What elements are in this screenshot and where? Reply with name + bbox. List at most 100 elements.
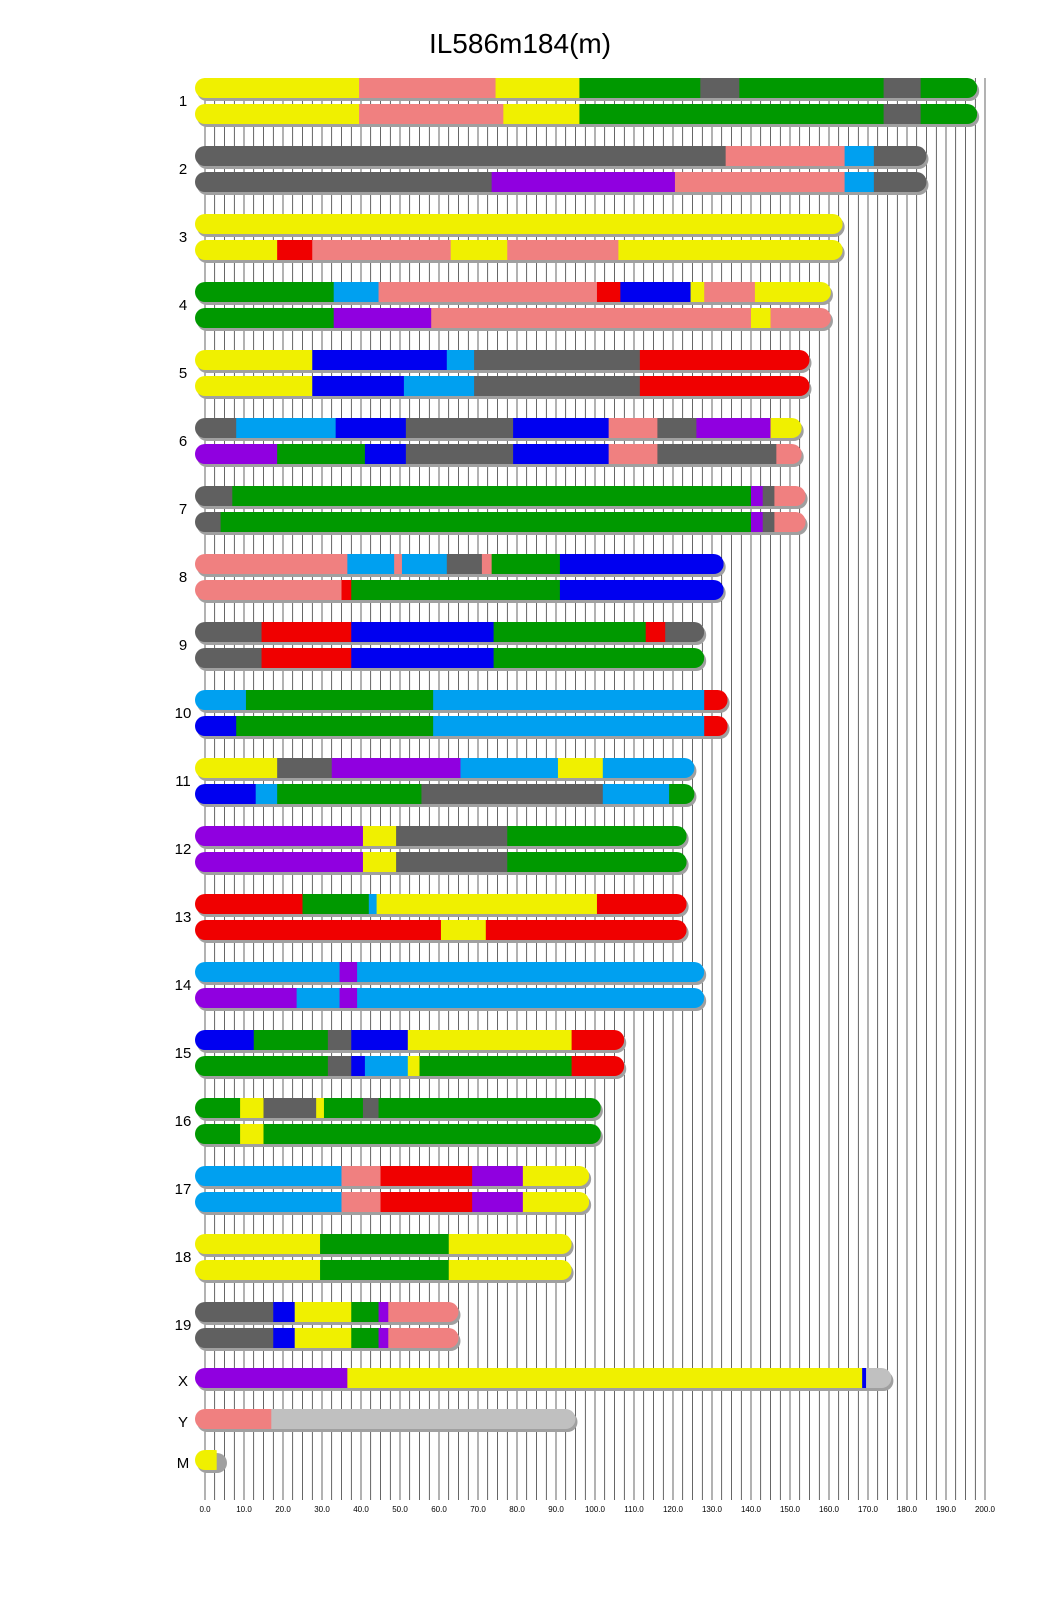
haplotype-segment (312, 240, 452, 260)
haplotype-segment (351, 1056, 366, 1076)
haplotype-segment (240, 1124, 264, 1144)
haplotype-segment (446, 350, 475, 370)
chromosome-15-haplotype-1 (195, 1030, 627, 1053)
tick-label: 0.0 (199, 1505, 211, 1514)
chromosome-1-haplotype-1 (195, 78, 980, 101)
haplotype-segment (491, 172, 676, 192)
haplotype-segment (844, 146, 875, 166)
tick-label: 180.0 (897, 1505, 918, 1514)
haplotype-segment (245, 690, 434, 710)
haplotype-segment (503, 104, 580, 124)
haplotype-segment (195, 1056, 329, 1076)
chromosome-M-haplotype-1 (195, 1450, 227, 1473)
chromosome-label: 13 (175, 909, 192, 926)
haplotype-segment (920, 78, 978, 98)
haplotype-segment (195, 146, 727, 166)
chromosome-19-haplotype-2 (195, 1328, 461, 1351)
haplotype-segment (351, 622, 495, 642)
figure-title: IL586m184(m) (428, 28, 612, 59)
haplotype-segment (700, 78, 740, 98)
haplotype-segment (333, 308, 432, 328)
haplotype-segment (394, 554, 403, 574)
haplotype-segment (195, 826, 364, 846)
haplotype-segment (378, 1098, 601, 1118)
haplotype-segment (378, 282, 598, 302)
tick-label: 80.0 (509, 1505, 525, 1514)
tick-label: 160.0 (819, 1505, 840, 1514)
tick-label: 60.0 (431, 1505, 447, 1514)
haplotype-segment (751, 512, 764, 532)
haplotype-segment (513, 444, 610, 464)
haplotype-segment (195, 376, 313, 396)
haplotype-segment (448, 1260, 572, 1280)
chromosome-7-haplotype-1 (195, 486, 808, 509)
haplotype-segment (388, 1328, 459, 1348)
haplotype-segment (333, 282, 380, 302)
haplotype-segment (220, 512, 752, 532)
haplotype-segment (596, 894, 687, 914)
haplotype-segment (195, 1302, 274, 1322)
haplotype-segment (446, 554, 483, 574)
chromosome-14-haplotype-1 (195, 962, 707, 985)
tick-label: 120.0 (663, 1505, 684, 1514)
haplotype-segment (195, 1368, 348, 1388)
haplotype-segment (195, 418, 237, 438)
haplotype-segment (421, 784, 604, 804)
haplotype-segment (378, 1328, 389, 1348)
haplotype-segment (378, 1302, 389, 1322)
haplotype-segment (704, 690, 728, 710)
haplotype-segment (294, 1328, 352, 1348)
chromosome-label: 1 (179, 93, 187, 110)
haplotype-segment (195, 554, 348, 574)
haplotype-segment (195, 214, 843, 234)
haplotype-segment (433, 716, 705, 736)
tick-label: 190.0 (936, 1505, 957, 1514)
haplotype-segment (620, 282, 692, 302)
chromosome-9-haplotype-2 (195, 648, 707, 671)
chromosome-10-haplotype-1 (195, 690, 730, 713)
haplotype-segment (195, 716, 237, 736)
tick-label: 170.0 (858, 1505, 879, 1514)
chromosome-X-haplotype-1 (195, 1368, 894, 1391)
haplotype-segment (327, 1030, 352, 1050)
chromosome-label: 10 (175, 705, 192, 722)
haplotype-segment (195, 282, 335, 302)
chromosome-12-haplotype-2 (195, 852, 689, 875)
chromosome-label: 15 (175, 1045, 192, 1062)
haplotype-segment (770, 418, 802, 438)
chromosome-11-haplotype-1 (195, 758, 697, 781)
haplotype-segment (357, 962, 705, 982)
chromosome-4-haplotype-2 (195, 308, 833, 331)
chromosome-Y-haplotype-1 (195, 1409, 578, 1432)
haplotype-segment (195, 1124, 241, 1144)
chromosome-10-haplotype-2 (195, 716, 730, 739)
chromosome-13-haplotype-2 (195, 920, 689, 943)
haplotype-segment (294, 1302, 352, 1322)
haplotype-segment (704, 716, 728, 736)
chromosome-2-haplotype-1 (195, 146, 929, 169)
chromosome-label: 17 (175, 1181, 192, 1198)
haplotype-segment (522, 1192, 590, 1212)
haplotype-segment (273, 1302, 296, 1322)
haplotype-segment (579, 78, 701, 98)
chromosome-17-haplotype-1 (195, 1166, 592, 1189)
chromosome-4-haplotype-1 (195, 282, 833, 305)
chromosome-19-haplotype-1 (195, 1302, 461, 1325)
haplotype-segment (485, 920, 687, 940)
haplotype-segment (657, 418, 697, 438)
haplotype-segment (433, 690, 705, 710)
chromosome-17-haplotype-2 (195, 1192, 592, 1215)
haplotype-segment (335, 418, 407, 438)
chromosome-label: 19 (175, 1317, 192, 1334)
haplotype-segment (339, 988, 358, 1008)
haplotype-segment (273, 1328, 296, 1348)
haplotype-segment (362, 852, 397, 872)
haplotype-segment (513, 418, 610, 438)
haplotype-segment (608, 444, 658, 464)
haplotype-segment (236, 716, 434, 736)
haplotype-segment (195, 648, 263, 668)
haplotype-segment (195, 308, 335, 328)
haplotype-segment (559, 580, 724, 600)
haplotype-segment (401, 554, 448, 574)
haplotype-segment (347, 554, 395, 574)
